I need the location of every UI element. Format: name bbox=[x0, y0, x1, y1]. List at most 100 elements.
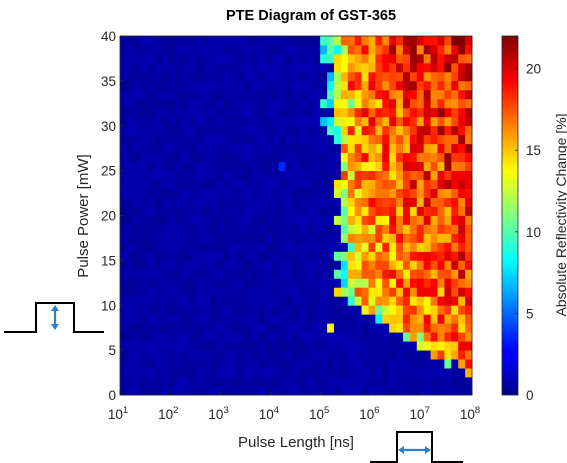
heatmap-cell bbox=[237, 296, 245, 306]
heatmap-cell bbox=[285, 386, 293, 396]
heatmap-cell bbox=[313, 269, 321, 279]
heatmap-cell bbox=[237, 341, 245, 351]
heatmap-cell bbox=[202, 323, 211, 333]
heatmap-cell bbox=[375, 89, 383, 100]
heatmap-cell bbox=[444, 251, 452, 261]
x-tick-label: 105 bbox=[309, 405, 329, 422]
heatmap-cell bbox=[402, 332, 411, 342]
heatmap-cell bbox=[340, 386, 349, 396]
heatmap-cell bbox=[285, 332, 293, 342]
heatmap-cell bbox=[396, 44, 404, 55]
heatmap-cell bbox=[361, 170, 369, 181]
heatmap-cell bbox=[354, 314, 362, 324]
heatmap-cell bbox=[216, 269, 224, 279]
heatmap-cell bbox=[402, 44, 411, 55]
heatmap-cell bbox=[396, 206, 404, 216]
heatmap-cell bbox=[327, 71, 335, 82]
heatmap-cell bbox=[216, 233, 224, 243]
heatmap-cell bbox=[216, 224, 224, 234]
heatmap-cell bbox=[416, 116, 425, 127]
heatmap-cell bbox=[313, 107, 321, 118]
heatmap-cell bbox=[202, 242, 211, 252]
heatmap-cell bbox=[368, 98, 376, 109]
heatmap-cell bbox=[465, 36, 473, 46]
heatmap-cell bbox=[368, 80, 376, 91]
heatmap-cell bbox=[396, 197, 404, 207]
heatmap-cell bbox=[430, 314, 438, 324]
heatmap-cell bbox=[154, 206, 162, 216]
heatmap-cell bbox=[437, 44, 445, 55]
heatmap-cell bbox=[271, 350, 280, 360]
heatmap-cell bbox=[368, 71, 376, 82]
heatmap-cell bbox=[465, 143, 473, 154]
heatmap-cell bbox=[168, 260, 176, 270]
heatmap-cell bbox=[437, 116, 445, 127]
heatmap-cell bbox=[258, 89, 266, 100]
heatmap-cell bbox=[382, 179, 390, 189]
heatmap-cell bbox=[195, 323, 204, 333]
heatmap-cell bbox=[140, 197, 149, 207]
heatmap-cell bbox=[223, 188, 231, 198]
heatmap-cell bbox=[133, 296, 142, 306]
heatmap-cell bbox=[251, 359, 259, 369]
heatmap-cell bbox=[126, 296, 135, 306]
heatmap-cell bbox=[278, 314, 287, 324]
heatmap-cell bbox=[368, 125, 376, 136]
heatmap-cell bbox=[209, 251, 218, 261]
heatmap-cell bbox=[347, 350, 356, 360]
heatmap-cell bbox=[258, 386, 266, 396]
heatmap-cell bbox=[271, 62, 280, 73]
heatmap-cell bbox=[147, 215, 155, 225]
heatmap-cell bbox=[458, 71, 466, 82]
heatmap-cell bbox=[396, 36, 404, 46]
heatmap-cell bbox=[333, 350, 342, 360]
heatmap-cell bbox=[340, 188, 349, 198]
heatmap-cell bbox=[423, 242, 431, 252]
heatmap-cell bbox=[216, 197, 224, 207]
heatmap-cell bbox=[182, 224, 190, 234]
heatmap-cell bbox=[202, 62, 211, 73]
heatmap-cell bbox=[126, 350, 135, 360]
heatmap-cell bbox=[306, 260, 314, 270]
heatmap-cell bbox=[182, 314, 190, 324]
heatmap-cell bbox=[140, 314, 149, 324]
heatmap-cell bbox=[230, 71, 238, 82]
heatmap-cell bbox=[120, 188, 128, 198]
heatmap-cell bbox=[182, 215, 190, 225]
heatmap-cell bbox=[285, 224, 293, 234]
heatmap-cell bbox=[396, 71, 404, 82]
heatmap-cell bbox=[237, 143, 245, 154]
heatmap-cell bbox=[278, 116, 287, 127]
heatmap-cell bbox=[382, 53, 390, 64]
heatmap-cell bbox=[120, 386, 128, 396]
heatmap-cell bbox=[147, 53, 155, 64]
heatmap-cell bbox=[375, 368, 383, 378]
heatmap-cell bbox=[209, 179, 218, 189]
heatmap-cell bbox=[168, 98, 176, 109]
heatmap-cell bbox=[120, 377, 128, 387]
heatmap-cell bbox=[147, 188, 155, 198]
heatmap-cell bbox=[154, 53, 162, 64]
heatmap-cell bbox=[375, 188, 383, 198]
heatmap-cell bbox=[237, 206, 245, 216]
heatmap-cell bbox=[175, 188, 183, 198]
heatmap-cell bbox=[313, 197, 321, 207]
heatmap-cell bbox=[299, 53, 307, 64]
heatmap-cell bbox=[402, 359, 411, 369]
heatmap-cell bbox=[271, 170, 280, 181]
heatmap-cell bbox=[195, 233, 204, 243]
heatmap-cell bbox=[389, 368, 397, 378]
heatmap-cell bbox=[202, 359, 211, 369]
heatmap-cell bbox=[306, 305, 314, 315]
heatmap-cell bbox=[451, 296, 459, 306]
heatmap-cell bbox=[382, 215, 390, 225]
heatmap-cell bbox=[237, 44, 245, 55]
heatmap-cell bbox=[202, 107, 211, 118]
heatmap-cell bbox=[147, 368, 155, 378]
heatmap-cell bbox=[154, 305, 162, 315]
heatmap-cell bbox=[161, 179, 169, 189]
heatmap-cell bbox=[292, 62, 300, 73]
heatmap-cell bbox=[237, 98, 245, 109]
heatmap-cell bbox=[216, 305, 224, 315]
